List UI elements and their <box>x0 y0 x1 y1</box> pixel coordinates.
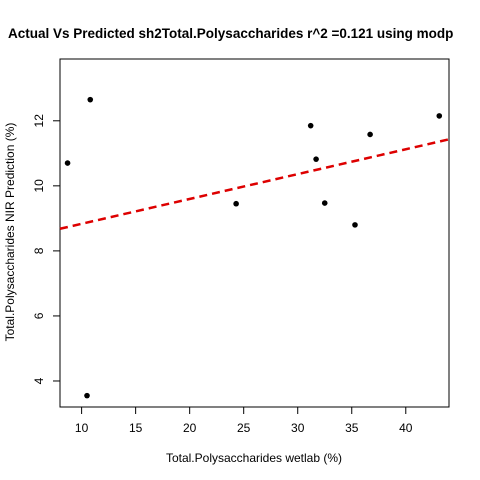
data-point <box>64 160 71 166</box>
data-point <box>321 200 328 206</box>
data-points-layer <box>64 96 443 399</box>
y-tick-label: 6 <box>32 312 46 319</box>
data-point <box>233 200 239 207</box>
plot-frame <box>59 58 450 408</box>
data-point <box>87 96 94 103</box>
x-axis: 10 15 20 25 30 35 40 <box>75 407 413 435</box>
x-tick-label: 10 <box>75 421 89 435</box>
x-tick-label: 25 <box>237 421 251 435</box>
data-point <box>313 156 319 162</box>
data-point <box>84 392 90 399</box>
data-point <box>436 113 443 119</box>
data-point <box>352 222 358 228</box>
y-tick-label: 8 <box>32 247 46 254</box>
data-point <box>367 131 373 138</box>
regression-line <box>59 138 450 230</box>
y-tick-label: 4 <box>32 377 46 384</box>
data-point <box>307 122 314 129</box>
chart-title: Actual Vs Predicted sh2Total.Polysacchar… <box>8 26 453 41</box>
y-axis-label: Total.Polysaccharides NIR Prediction (%) <box>3 123 17 342</box>
x-tick-label: 40 <box>399 421 413 435</box>
y-tick-label: 10 <box>32 179 46 193</box>
regression-line-layer <box>59 138 450 230</box>
y-axis: 4 6 8 10 12 <box>32 114 60 384</box>
x-tick-label: 35 <box>345 421 359 435</box>
x-axis-label: Total.Polysaccharides wetlab (%) <box>166 451 342 465</box>
x-tick-label: 30 <box>291 421 305 435</box>
x-tick-label: 15 <box>129 421 143 435</box>
x-tick-label: 20 <box>183 421 197 435</box>
y-tick-label: 12 <box>32 114 46 128</box>
